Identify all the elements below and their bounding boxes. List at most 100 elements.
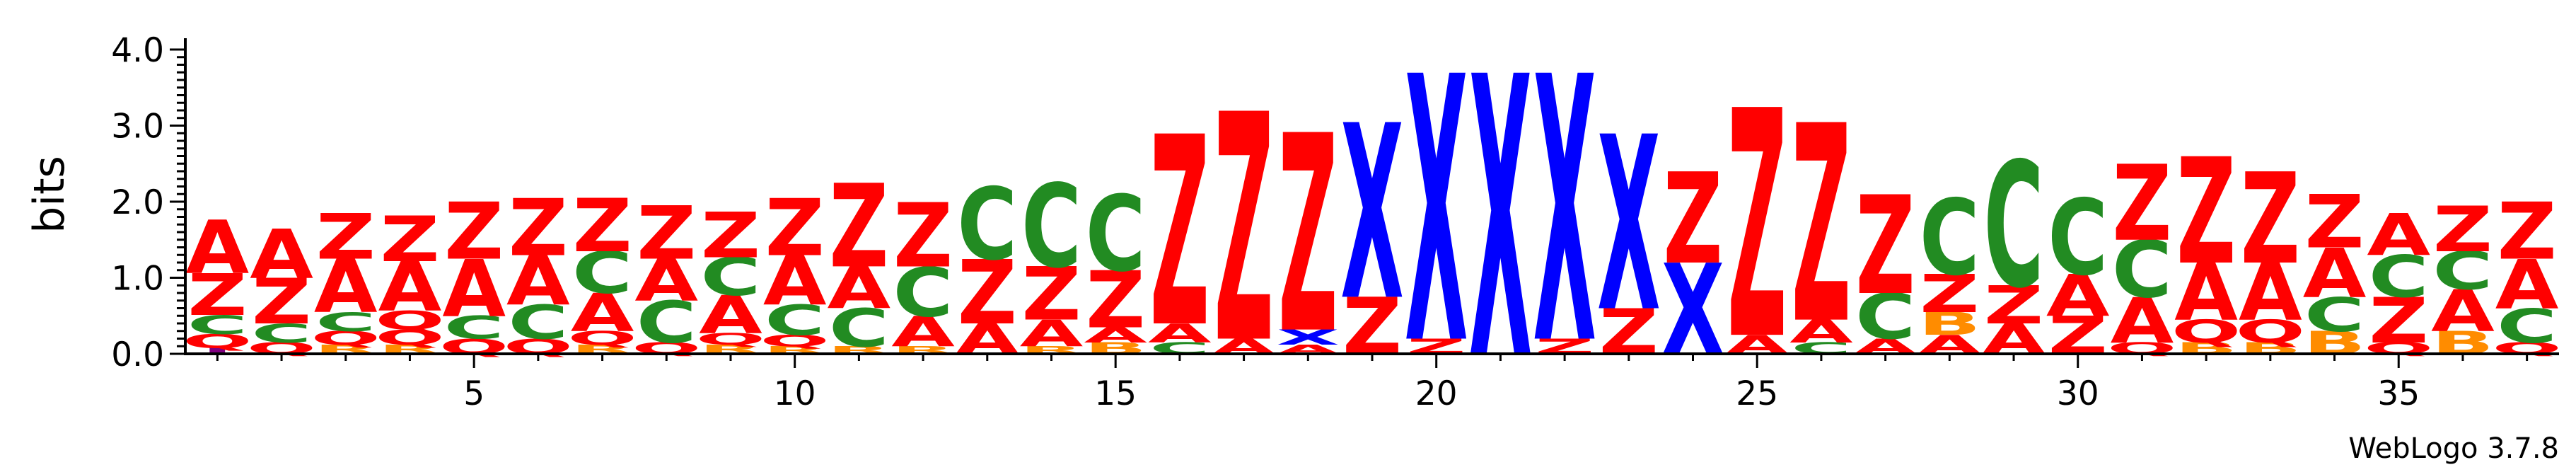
y-axis-title: bits — [25, 156, 74, 234]
glyph-Z: Z — [1086, 255, 1145, 346]
position-stack-29: AZC — [1982, 125, 2046, 364]
glyph-Z: Z — [637, 191, 696, 276]
glyph-C: C — [893, 253, 953, 333]
glyph-Z: Z — [765, 183, 825, 274]
glyph-X: X — [1597, 86, 1660, 365]
glyph-C: C — [2112, 224, 2172, 316]
glyph-Z: Z — [1984, 275, 2043, 336]
position-stack-24: XZ — [1661, 147, 1724, 384]
glyph-A: A — [571, 282, 634, 343]
glyph-A: A — [2111, 284, 2174, 357]
glyph-C: C — [1920, 178, 1980, 299]
glyph-C: C — [572, 240, 632, 307]
glyph-Q: Q — [2236, 313, 2306, 350]
glyph-Z: Z — [893, 185, 953, 287]
glyph-Z: Z — [252, 266, 311, 339]
glyph-C: C — [252, 318, 312, 349]
glyph-Z: Z — [187, 262, 247, 329]
glyph-C: C — [2304, 288, 2365, 343]
glyph-X: X — [1340, 74, 1403, 354]
y-tick-label: 3.0 — [111, 108, 164, 146]
glyph-A: A — [891, 308, 955, 357]
glyph-Q: Q — [375, 306, 445, 336]
glyph-A: A — [2431, 277, 2495, 345]
glyph-Z: Z — [1920, 264, 1979, 325]
glyph-C: C — [637, 289, 697, 357]
glyph-C: C — [2497, 299, 2557, 354]
glyph-C: C — [1086, 174, 1146, 295]
glyph-Z: Z — [958, 242, 1017, 345]
glyph-Z: Z — [701, 200, 760, 272]
x-tick-label: 5 — [463, 374, 485, 413]
glyph-C: C — [2048, 178, 2108, 299]
glyph-A: A — [634, 247, 698, 314]
glyph-C: C — [957, 168, 1017, 282]
glyph-X: X — [1277, 326, 1340, 350]
glyph-Z: Z — [1856, 168, 1915, 326]
position-stack-27: ACZ — [1854, 168, 1918, 359]
glyph-A: A — [442, 243, 506, 335]
glyph-Z: Z — [829, 161, 888, 294]
glyph-A: A — [2174, 247, 2238, 338]
position-stack-19: ZX — [1340, 74, 1403, 372]
glyph-A: A — [2495, 246, 2559, 325]
glyph-Z: Z — [2369, 284, 2428, 357]
glyph-A: A — [1789, 313, 1853, 350]
glyph-A: A — [2367, 202, 2430, 269]
glyph-C: C — [700, 247, 760, 308]
glyph-Q: Q — [760, 332, 830, 350]
glyph-A: A — [506, 242, 570, 321]
glyph-X: X — [1533, 1, 1596, 425]
y-tick-label: 0.0 — [111, 335, 164, 374]
glyph-Z: Z — [2433, 193, 2493, 266]
position-stack-13: AZC — [956, 168, 1019, 364]
x-tick-label: 25 — [1736, 374, 1778, 413]
glyph-A: A — [1148, 318, 1212, 349]
x-tick-label: 35 — [2377, 374, 2420, 413]
glyph-A: A — [186, 205, 250, 290]
position-stack-16: CAZ — [1148, 83, 1212, 386]
glyph-X: X — [1469, 0, 1532, 445]
glyph-Q: Q — [2171, 313, 2241, 350]
glyph-C: C — [2369, 243, 2429, 311]
x-tick-label: 10 — [774, 374, 816, 413]
position-stack-22: ZX — [1533, 1, 1596, 425]
glyph-Z: Z — [2176, 128, 2236, 297]
glyph-Q: Q — [375, 326, 445, 350]
glyph-Z: Z — [1792, 68, 1851, 384]
glyph-Z: Z — [509, 183, 568, 274]
glyph-C: C — [187, 310, 248, 340]
glyph-C: C — [315, 307, 376, 338]
glyph-Z: Z — [2112, 144, 2171, 265]
glyph-Z: Z — [1663, 147, 1722, 293]
glyph-Z: Z — [1727, 45, 1787, 409]
y-axis-ticks: 0.0 1.0 2.0 3.0 4.0 — [111, 31, 185, 374]
glyph-A: A — [1020, 313, 1084, 355]
position-stack-30: ZAC — [2046, 178, 2110, 367]
glyph-Z: Z — [316, 201, 376, 274]
glyph-A: A — [2239, 247, 2302, 338]
glyph-A: A — [314, 244, 378, 329]
glyph-A: A — [763, 242, 827, 321]
y-tick-label: 2.0 — [111, 183, 164, 222]
glyph-Q: Q — [311, 328, 381, 350]
x-axis-ticks: 5 10 15 20 25 30 35 — [216, 354, 2529, 413]
y-tick-label: 1.0 — [111, 260, 164, 299]
glyph-Z: Z — [1150, 83, 1209, 386]
position-stack-23: ZX — [1597, 86, 1660, 369]
